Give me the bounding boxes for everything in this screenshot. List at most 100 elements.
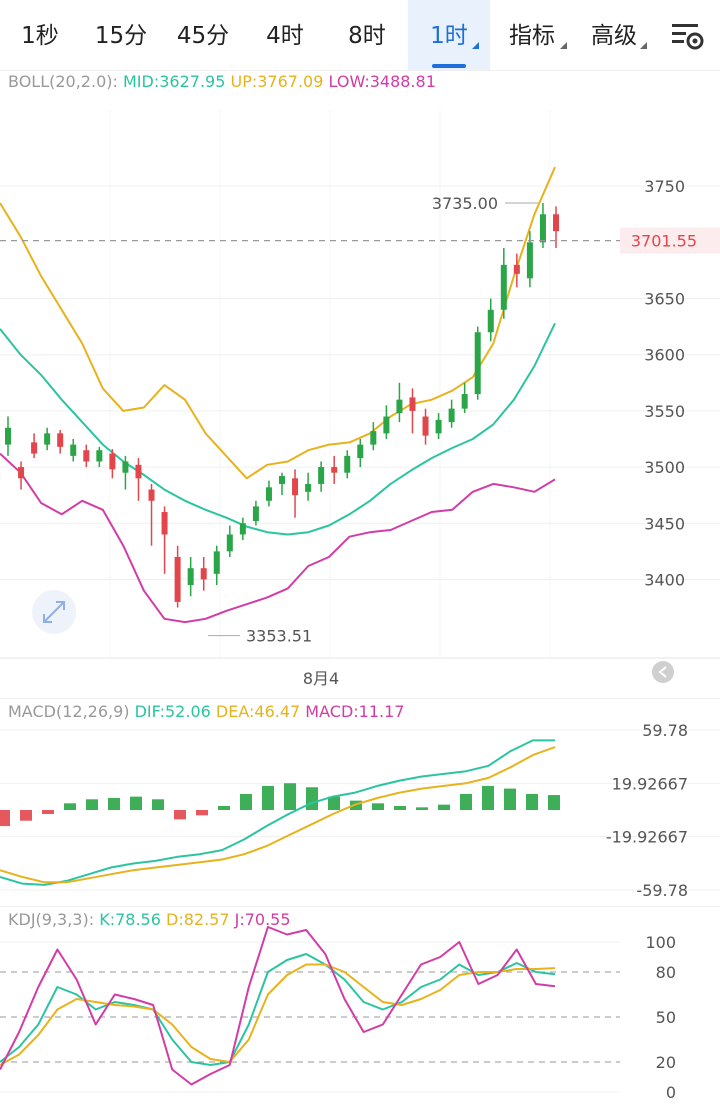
candle bbox=[70, 444, 77, 456]
macd-dif-value: DIF:52.06 bbox=[134, 702, 211, 721]
tab-label: 1秒 bbox=[21, 23, 59, 49]
min-marker-label: 3353.51 bbox=[246, 627, 312, 646]
y-tick-label: 80 bbox=[656, 963, 676, 982]
macd-histogram-bar bbox=[438, 804, 450, 810]
kdj-d-line bbox=[0, 963, 556, 1066]
macd-histogram-bar bbox=[152, 799, 164, 810]
macd-dea-value: DEA:46.47 bbox=[215, 702, 301, 721]
macd-histogram-bar bbox=[306, 787, 318, 810]
macd-histogram-bar bbox=[262, 785, 274, 810]
macd-histogram-bar bbox=[86, 799, 98, 810]
candle bbox=[500, 264, 507, 310]
candle bbox=[539, 214, 546, 243]
candle bbox=[239, 523, 246, 535]
y-tick-label: 20 bbox=[656, 1053, 676, 1072]
max-marker-label: 3735.00 bbox=[432, 194, 498, 213]
candle bbox=[135, 464, 142, 479]
y-tick-label: 19.92667 bbox=[612, 774, 688, 793]
kdj-k-line bbox=[0, 953, 556, 1066]
advanced-dropdown[interactable]: 高级 bbox=[574, 0, 654, 70]
settings-button[interactable] bbox=[656, 0, 720, 70]
tab-label: 15分 bbox=[94, 23, 148, 49]
y-tick-label: 3500 bbox=[644, 458, 685, 477]
macd-histogram-bar bbox=[548, 795, 560, 810]
candle bbox=[200, 568, 207, 580]
candle bbox=[513, 264, 520, 274]
macd-dif-line bbox=[0, 739, 555, 886]
candle bbox=[109, 453, 116, 470]
dropdown-caret-icon bbox=[560, 42, 567, 49]
boll-up-line bbox=[0, 166, 556, 480]
candle bbox=[526, 242, 533, 279]
boll-mid-line bbox=[0, 322, 556, 536]
tab-45m[interactable]: 45分 bbox=[162, 0, 244, 70]
current-price-label: 3701.55 bbox=[631, 232, 697, 251]
boll-low-line bbox=[0, 452, 556, 624]
candle bbox=[383, 416, 390, 434]
expand-icon-arrows bbox=[43, 601, 65, 623]
candle bbox=[474, 332, 481, 395]
tab-1h[interactable]: 1时 bbox=[408, 0, 490, 70]
tab-label: 指标 bbox=[509, 23, 555, 49]
y-tick-label: 3750 bbox=[644, 177, 685, 196]
candle bbox=[187, 568, 194, 586]
kdj-chart[interactable]: 100 80 50 20 0 bbox=[0, 906, 720, 1106]
kdj-name: KDJ(9,3,3): bbox=[8, 910, 95, 929]
dropdown-caret-icon bbox=[640, 42, 647, 49]
boll-mid-value: MID:3627.95 bbox=[122, 72, 226, 91]
candle bbox=[331, 467, 338, 473]
macd-legend: MACD(12,26,9) DIF:52.06 DEA:46.47 MACD:1… bbox=[8, 702, 404, 721]
tab-label: 8时 bbox=[348, 23, 386, 49]
candle bbox=[252, 506, 259, 522]
macd-dea-line bbox=[0, 746, 556, 884]
candle bbox=[148, 489, 155, 501]
candle bbox=[174, 556, 181, 602]
macd-histogram-bar bbox=[196, 810, 208, 816]
candle bbox=[161, 512, 168, 535]
candle bbox=[5, 427, 11, 445]
tab-8h[interactable]: 8时 bbox=[326, 0, 408, 70]
y-tick-label: 59.78 bbox=[642, 721, 688, 740]
tab-label: 4时 bbox=[266, 23, 304, 49]
macd-chart[interactable]: 59.78 19.92667 -19.92667 -59.78 bbox=[0, 698, 720, 903]
tab-1s[interactable]: 1秒 bbox=[0, 0, 80, 70]
candle bbox=[305, 483, 312, 492]
boll-up-value: UP:3767.09 bbox=[230, 72, 324, 91]
macd-histogram-bar bbox=[20, 810, 32, 821]
chevron-left-glyph bbox=[658, 666, 667, 678]
y-tick-label: -59.78 bbox=[636, 881, 688, 900]
tab-15m[interactable]: 15分 bbox=[80, 0, 162, 70]
macd-histogram-bar bbox=[64, 803, 76, 810]
candle bbox=[409, 397, 416, 411]
candle bbox=[344, 455, 351, 473]
dropdown-caret-icon bbox=[472, 42, 479, 49]
kdj-j-value: J:70.55 bbox=[234, 910, 291, 929]
candle bbox=[226, 534, 233, 552]
y-tick-label: 3450 bbox=[644, 514, 685, 533]
candle bbox=[448, 408, 455, 423]
macd-histogram-bar bbox=[130, 796, 142, 810]
tab-4h[interactable]: 4时 bbox=[244, 0, 326, 70]
candle bbox=[57, 433, 64, 447]
kdj-legend: KDJ(9,3,3): K:78.56 D:82.57 J:70.55 bbox=[8, 910, 291, 929]
candle bbox=[18, 467, 25, 479]
indicator-dropdown[interactable]: 指标 bbox=[492, 0, 572, 70]
period-toolbar: 1秒 15分 45分 4时 8时 1时 指标 高级 bbox=[0, 0, 720, 71]
boll-name: BOLL(20,2.0): bbox=[8, 72, 118, 91]
macd-histogram-bar bbox=[108, 797, 120, 810]
boll-low-value: LOW:3488.81 bbox=[328, 72, 436, 91]
candle bbox=[553, 214, 559, 232]
candlestick-chart[interactable]: 3400 3450 3500 3550 3600 3650 3750 3701.55 3735.… bbox=[0, 70, 720, 700]
y-tick-label: 3600 bbox=[644, 346, 685, 365]
settings-icon bbox=[672, 24, 704, 50]
macd-histogram-bar bbox=[240, 793, 252, 810]
macd-histogram-bar bbox=[504, 788, 516, 810]
candle bbox=[435, 419, 442, 434]
y-tick-label: 3550 bbox=[644, 402, 685, 421]
y-tick-label: 100 bbox=[645, 933, 676, 952]
candle bbox=[357, 444, 364, 459]
candle bbox=[279, 476, 285, 484]
candle bbox=[96, 450, 103, 462]
macd-histogram-bar bbox=[284, 783, 296, 810]
candle bbox=[292, 478, 299, 496]
